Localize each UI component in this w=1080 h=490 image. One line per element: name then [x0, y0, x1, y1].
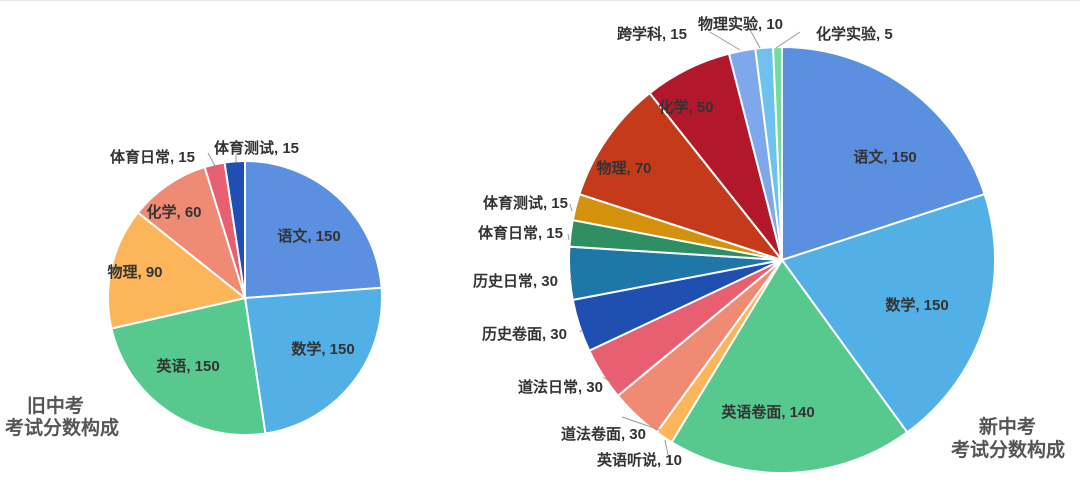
new-slice-label-2: 英语卷面, 140 — [721, 403, 814, 421]
new-slice-label-12: 跨学科, 15 — [617, 25, 687, 43]
old-slice-label-2: 英语, 150 — [156, 357, 219, 375]
new-slice-label-1: 数学, 150 — [885, 296, 948, 314]
new-pie-title-line-2: 考试分数构成 — [951, 438, 1065, 461]
new-slice-label-3: 英语听说, 10 — [597, 451, 682, 469]
old-slice-2 — [110, 296, 267, 436]
new-slice-label-8: 体育日常, 15 — [478, 224, 563, 242]
old-slice-1 — [243, 286, 383, 435]
old-exam-pie: 语文, 150 数学, 150 英语, 150 物理, 90 化学, 60 体育日常, 1… — [107, 139, 383, 436]
new-slice-label-4: 道法卷面, 30 — [561, 425, 646, 443]
new-leader-line-4 — [621, 416, 661, 431]
top-border — [0, 0, 1080, 1]
old-slice-label-4: 化学, 60 — [146, 203, 201, 221]
new-slice-label-14: 化学实验, 5 — [816, 25, 893, 43]
new-slice-label-5: 道法日常, 30 — [518, 378, 603, 396]
new-slice-label-0: 语文, 150 — [853, 148, 916, 166]
new-slice-label-9: 体育测试, 15 — [483, 194, 568, 212]
old-pie-title-line-1: 旧中考 — [27, 394, 84, 417]
old-slice-0 — [244, 159, 383, 300]
old-slice-label-5: 体育日常, 15 — [110, 148, 195, 166]
new-leader-line-5 — [602, 376, 613, 384]
new-slice-10 — [578, 91, 785, 262]
old-slice-label-1: 数学, 150 — [291, 340, 354, 358]
new-pie-title-line-1: 新中考 — [979, 415, 1036, 438]
new-leader-line-7 — [569, 278, 573, 281]
new-slice-2 — [670, 258, 909, 474]
old-pie-title-line-2: 考试分数构成 — [5, 416, 119, 439]
old-slice-6 — [223, 159, 246, 299]
old-slice-3 — [107, 211, 248, 330]
new-leader-line-3 — [664, 439, 669, 456]
new-leader-line-8 — [567, 233, 570, 241]
new-leader-line-12 — [709, 31, 741, 51]
old-slice-label-6: 体育测试, 15 — [214, 139, 299, 157]
old-slice-label-0: 语文, 150 — [277, 227, 340, 245]
new-slice-label-13: 物理实验, 10 — [698, 15, 783, 33]
new-pie-title: 新中考 考试分数构成 — [951, 415, 1065, 461]
new-slice-label-7: 历史日常, 30 — [473, 272, 558, 290]
new-slice-label-10: 物理, 70 — [596, 159, 651, 177]
new-leader-line-13 — [747, 25, 761, 49]
new-leader-line-9 — [569, 203, 573, 212]
old-slice-4 — [136, 165, 247, 301]
new-slice-label-6: 历史卷面, 30 — [482, 325, 567, 343]
new-slice-0 — [781, 45, 986, 262]
new-leader-line-6 — [579, 329, 583, 333]
new-exam-pie: 语文, 150 数学, 150 英语卷面, 140 英语听说, 10 道法卷面, 30 道… — [473, 15, 996, 474]
old-leader-line-5 — [207, 152, 216, 167]
old-slice-label-3: 物理, 90 — [107, 263, 162, 281]
new-slice-label-11: 化学, 50 — [658, 98, 713, 116]
new-slice-1 — [780, 192, 996, 434]
new-leader-line-14 — [775, 31, 801, 49]
old-pie-title: 旧中考 考试分数构成 — [5, 394, 119, 439]
